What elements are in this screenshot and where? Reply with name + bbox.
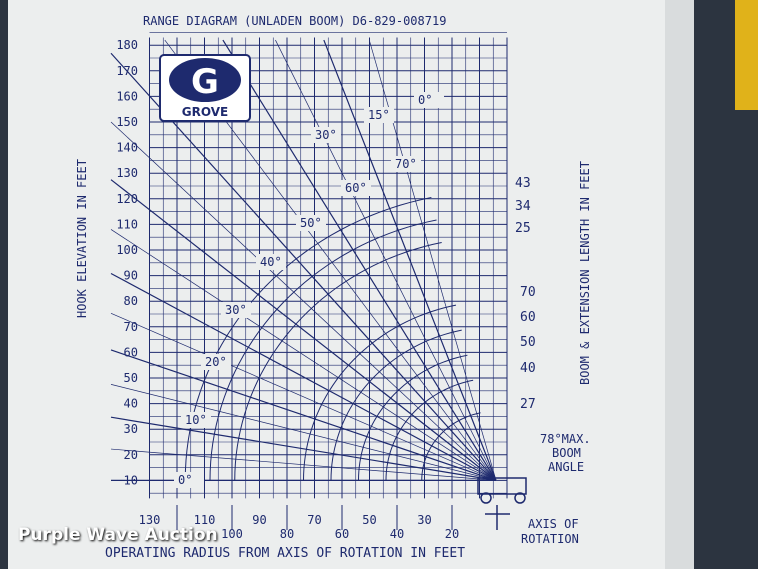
x-tick-label: 110 xyxy=(194,513,216,527)
y-tick-label: 60 xyxy=(124,345,138,359)
range-curves xyxy=(110,39,497,481)
boom-angle-line xyxy=(110,312,497,481)
right-axis-label: BOOM & EXTENSION LENGTH IN FEET xyxy=(578,161,592,385)
extension-length-label: 25 xyxy=(515,221,531,236)
x-tick-label: 90 xyxy=(252,513,266,527)
y-tick-label: 50 xyxy=(124,371,138,385)
y-tick-label: 10 xyxy=(124,473,138,487)
x-tick-label: 50 xyxy=(362,513,376,527)
boom-angle-label: 10° xyxy=(185,413,207,427)
y-tick-label: 130 xyxy=(116,166,138,180)
y-tick-label: 90 xyxy=(124,269,138,283)
svg-text:G: G xyxy=(191,62,219,102)
boom-angle-label: 0° xyxy=(178,473,192,487)
y-tick-label: 80 xyxy=(124,294,138,308)
boom-length-label: 50 xyxy=(520,335,536,350)
placard xyxy=(8,0,694,569)
y-tick-label: 170 xyxy=(116,64,138,78)
boom-angle-label: 50° xyxy=(300,216,322,230)
boom-angle-label: 30° xyxy=(225,303,247,317)
boom-angle-line xyxy=(275,39,497,481)
boom-length-label: 27 xyxy=(520,397,536,412)
y-tick-label: 160 xyxy=(116,89,138,103)
x-tick-label: 100 xyxy=(221,527,243,541)
boom-angle-line xyxy=(110,229,497,481)
svg-text:GROVE: GROVE xyxy=(182,105,228,119)
boom-angle-label: 40° xyxy=(260,255,282,269)
boom-length-label: 60 xyxy=(520,310,536,325)
axis-label-2: ROTATION xyxy=(521,532,579,546)
max-angle-label-3: ANGLE xyxy=(548,460,584,474)
extension-length-label: 43 xyxy=(515,176,531,191)
y-tick-label: 110 xyxy=(116,217,138,231)
crane-icon xyxy=(477,477,527,530)
y-axis-label: HOOK ELEVATION IN FEET xyxy=(75,159,89,318)
x-tick-label: 40 xyxy=(390,527,404,541)
jib-angle-label: 0° xyxy=(418,93,432,107)
boom-angle-line xyxy=(110,416,497,481)
boom-angle-line xyxy=(110,448,497,481)
axis-label-1: AXIS OF xyxy=(528,517,579,531)
boom-angle-line xyxy=(323,39,497,481)
boom-angle-label: 70° xyxy=(395,157,417,171)
boom-angle-line xyxy=(110,349,497,481)
boom-angle-line xyxy=(110,121,497,481)
x-tick-label: 30 xyxy=(417,513,431,527)
y-tick-label: 180 xyxy=(116,38,138,52)
jib-angle-label: 30° xyxy=(315,128,337,142)
boom-angle-line xyxy=(110,52,497,481)
watermark: Purple Wave Auction xyxy=(18,525,218,545)
boom-angle-line xyxy=(110,384,497,481)
x-tick-label: 60 xyxy=(335,527,349,541)
y-tick-label: 120 xyxy=(116,192,138,206)
y-tick-label: 40 xyxy=(124,397,138,411)
diagram-title: RANGE DIAGRAM (UNLADEN BOOM) D6-829-0087… xyxy=(143,14,446,28)
boom-angle-line xyxy=(110,272,497,481)
boom-angle-label: 60° xyxy=(345,181,367,195)
boom-angle-label: 20° xyxy=(205,355,227,369)
boom-angle-line xyxy=(222,39,497,481)
x-tick-label: 70 xyxy=(307,513,321,527)
y-tick-label: 150 xyxy=(116,115,138,129)
boom-length-label: 40 xyxy=(520,361,536,376)
jib-angle-label: 15° xyxy=(368,108,390,122)
x-axis-label: OPERATING RADIUS FROM AXIS OF ROTATION I… xyxy=(105,546,465,561)
yellow-sign xyxy=(735,0,758,110)
y-tick-label: 20 xyxy=(124,448,138,462)
y-tick-label: 30 xyxy=(124,422,138,436)
x-tick-label: 130 xyxy=(139,513,161,527)
y-tick-label: 100 xyxy=(116,243,138,257)
max-angle-label-1: 78°MAX. xyxy=(540,432,591,446)
extension-length-label: 34 xyxy=(515,199,531,214)
x-tick-label: 20 xyxy=(445,527,459,541)
grove-logo: G GROVE xyxy=(159,54,251,122)
max-angle-label-2: BOOM xyxy=(552,446,581,460)
y-tick-label: 70 xyxy=(124,320,138,334)
y-tick-label: 140 xyxy=(116,141,138,155)
boom-angle-line xyxy=(110,179,497,481)
boom-length-label: 70 xyxy=(520,285,536,300)
x-tick-label: 80 xyxy=(280,527,294,541)
